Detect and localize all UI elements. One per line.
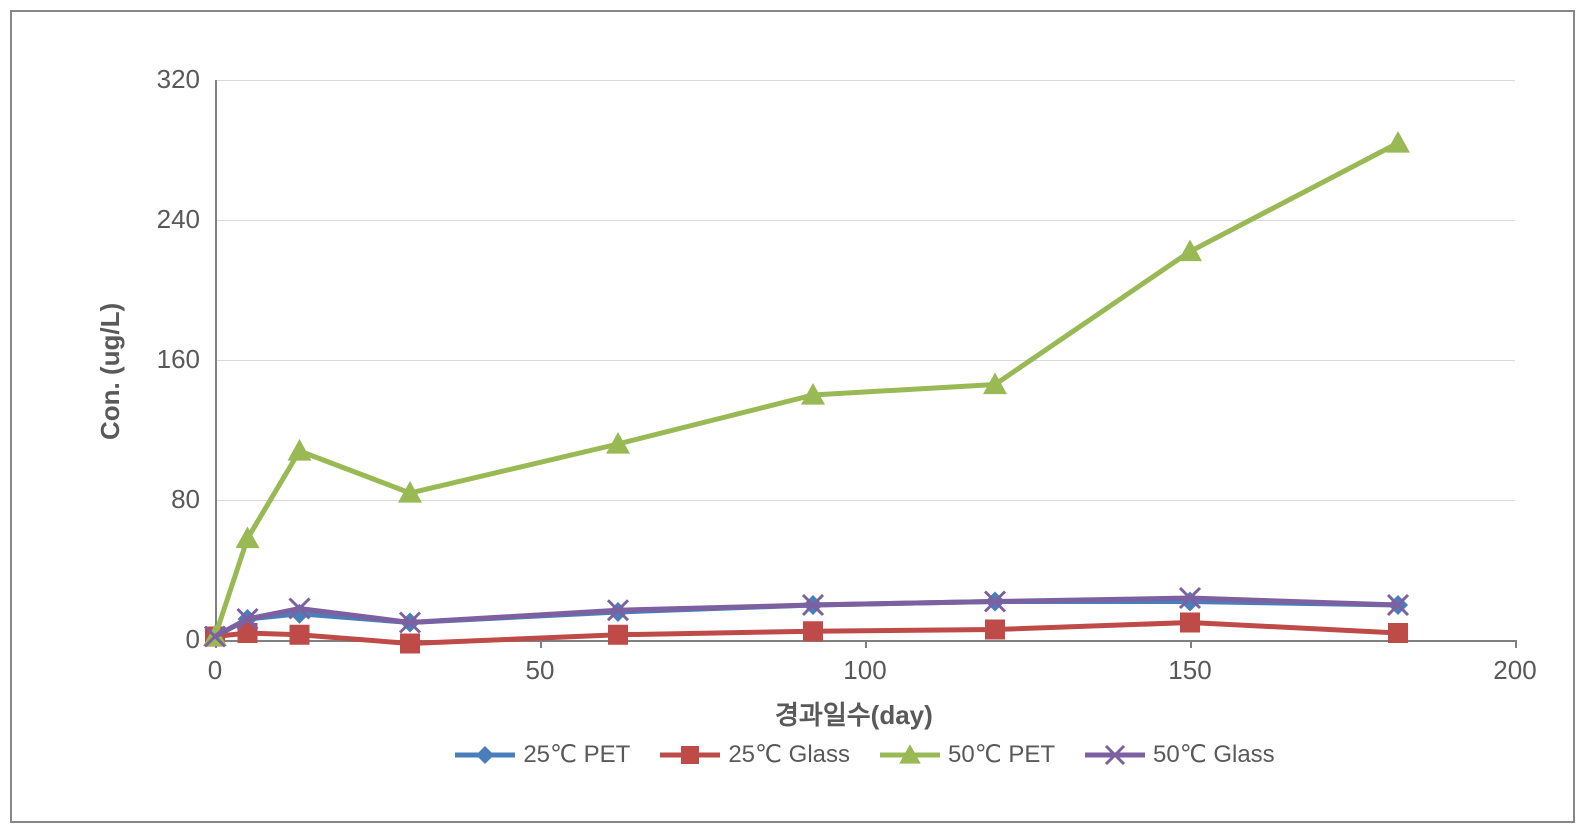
legend-label: 50℃ PET [948,740,1055,769]
legend-item: 50℃ PET [880,740,1055,769]
legend-item: 25℃ PET [455,740,630,769]
series-svg [215,80,1515,640]
series-marker [1388,623,1408,643]
series-marker [236,527,260,549]
legend-swatch [1085,752,1145,758]
x-tick-label: 0 [175,655,255,686]
series-marker [1180,613,1200,633]
legend-swatch [880,752,940,758]
legend: 25℃ PET 25℃ Glass 50℃ PET 50℃ Glass [265,740,1465,769]
x-tick [540,640,542,648]
chart-container: 080160240320050100150200 Con. (ug/L) 경과일… [40,40,1550,785]
y-axis-title: Con. (ug/L) [95,303,126,440]
series-marker [288,439,312,461]
series-marker [1386,131,1410,153]
x-tick-label: 50 [500,655,580,686]
legend-label: 25℃ PET [523,740,630,769]
legend-swatch [455,752,515,758]
y-tick-label: 0 [115,624,200,655]
series-marker [608,625,628,645]
series-marker [1178,240,1202,262]
series-marker [1180,592,1200,612]
legend-swatch [660,752,720,758]
y-tick-label: 80 [115,484,200,515]
series-marker [400,634,420,654]
legend-item: 50℃ Glass [1085,740,1275,769]
series-line [215,143,1398,637]
x-tick [1515,640,1517,648]
x-axis-title: 경과일수(day) [775,695,933,732]
series-marker [803,621,823,641]
x-tick [1190,640,1192,648]
x-tick-label: 150 [1150,655,1230,686]
legend-item: 25℃ Glass [660,740,850,769]
x-tick [865,640,867,648]
series-marker [985,620,1005,640]
legend-label: 50℃ Glass [1153,740,1275,769]
plot-area: 080160240320050100150200 [215,80,1515,640]
y-tick-label: 320 [115,64,200,95]
x-tick-label: 100 [825,655,905,686]
y-tick-label: 240 [115,204,200,235]
legend-label: 25℃ Glass [728,740,850,769]
y-tick-label: 160 [115,344,200,375]
x-tick-label: 200 [1475,655,1555,686]
series-marker [290,625,310,645]
